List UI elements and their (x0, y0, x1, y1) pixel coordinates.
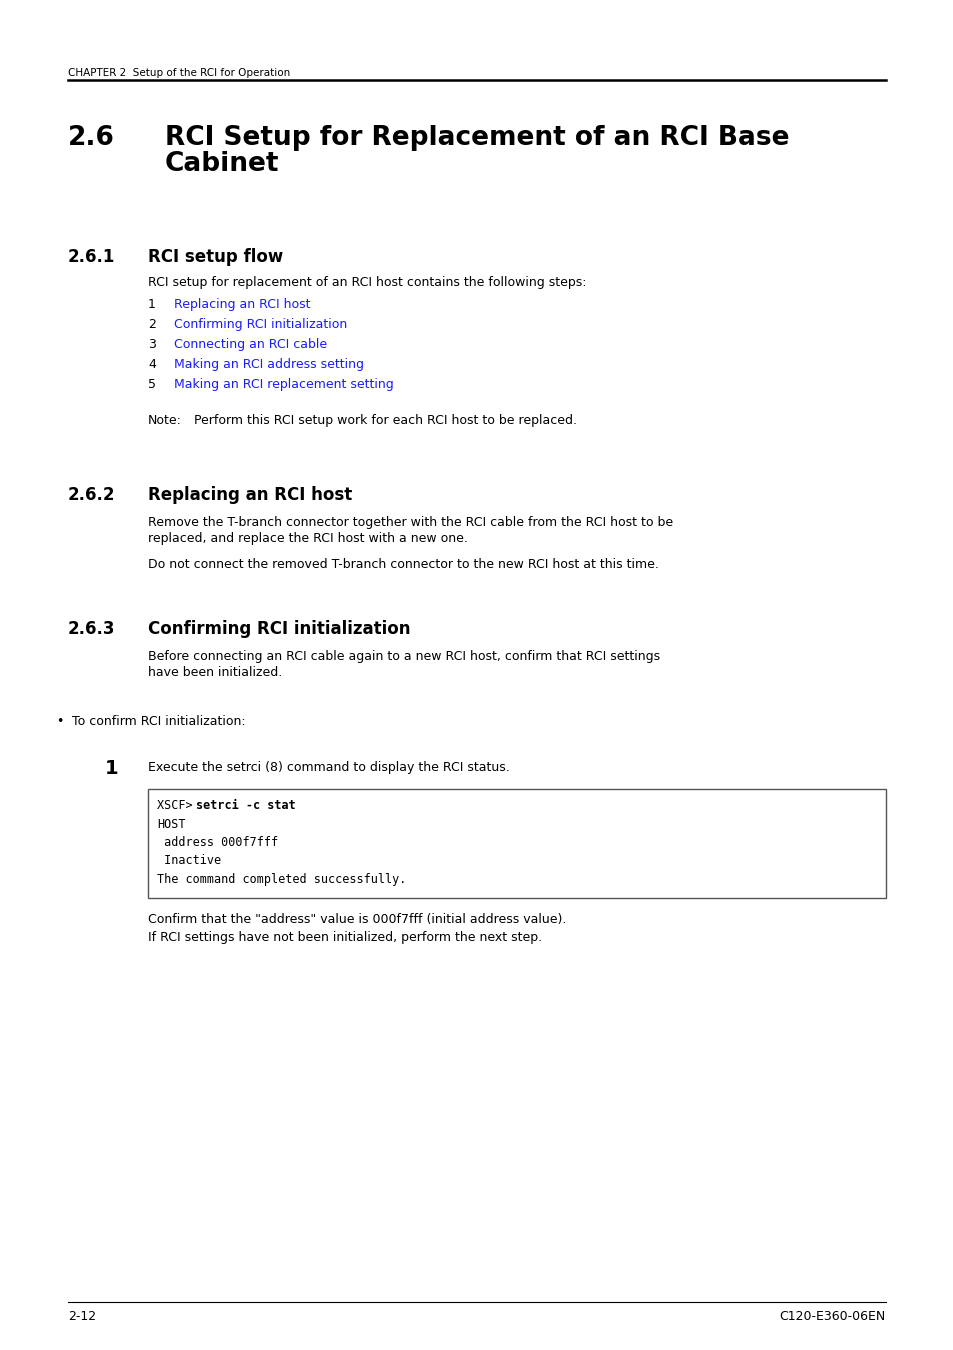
Text: Before connecting an RCI cable again to a new RCI host, confirm that RCI setting: Before connecting an RCI cable again to … (148, 649, 659, 663)
Text: XSCF>: XSCF> (157, 799, 199, 811)
Text: Making an RCI address setting: Making an RCI address setting (173, 358, 364, 371)
Text: RCI setup flow: RCI setup flow (148, 248, 283, 266)
Text: 3: 3 (148, 338, 155, 351)
Text: Note:: Note: (148, 414, 182, 427)
Text: 4: 4 (148, 358, 155, 371)
Text: RCI setup for replacement of an RCI host contains the following steps:: RCI setup for replacement of an RCI host… (148, 275, 586, 289)
Text: Remove the T-branch connector together with the RCI cable from the RCI host to b: Remove the T-branch connector together w… (148, 516, 673, 529)
Text: 2.6.1: 2.6.1 (68, 248, 115, 266)
Text: Inactive: Inactive (157, 855, 221, 868)
Text: Confirming RCI initialization: Confirming RCI initialization (173, 319, 347, 331)
Text: Making an RCI replacement setting: Making an RCI replacement setting (173, 378, 394, 392)
Text: Confirming RCI initialization: Confirming RCI initialization (148, 620, 410, 639)
Text: •: • (56, 716, 63, 728)
Text: setrci -c stat: setrci -c stat (195, 799, 295, 811)
Text: 2.6.3: 2.6.3 (68, 620, 115, 639)
Text: HOST: HOST (157, 818, 185, 830)
Text: 2-12: 2-12 (68, 1310, 96, 1323)
Text: 2.6.2: 2.6.2 (68, 486, 115, 504)
Text: 2: 2 (148, 319, 155, 331)
Text: To confirm RCI initialization:: To confirm RCI initialization: (71, 716, 245, 728)
Text: C120-E360-06EN: C120-E360-06EN (779, 1310, 885, 1323)
Text: If RCI settings have not been initialized, perform the next step.: If RCI settings have not been initialize… (148, 931, 541, 945)
Text: Execute the setrci (8) command to display the RCI status.: Execute the setrci (8) command to displa… (148, 761, 509, 774)
Text: 1: 1 (105, 759, 118, 778)
Text: CHAPTER 2  Setup of the RCI for Operation: CHAPTER 2 Setup of the RCI for Operation (68, 68, 290, 78)
Text: address 000f7fff: address 000f7fff (157, 836, 278, 849)
Text: RCI Setup for Replacement of an RCI Base: RCI Setup for Replacement of an RCI Base (165, 126, 789, 151)
Text: 2.6: 2.6 (68, 126, 114, 151)
Text: The command completed successfully.: The command completed successfully. (157, 873, 406, 886)
Text: Perform this RCI setup work for each RCI host to be replaced.: Perform this RCI setup work for each RCI… (193, 414, 577, 427)
Text: 5: 5 (148, 378, 156, 392)
FancyBboxPatch shape (148, 788, 885, 898)
Text: 1: 1 (148, 298, 155, 311)
Text: Replacing an RCI host: Replacing an RCI host (148, 486, 352, 504)
Text: Connecting an RCI cable: Connecting an RCI cable (173, 338, 327, 351)
Text: Do not connect the removed T-branch connector to the new RCI host at this time.: Do not connect the removed T-branch conn… (148, 558, 659, 571)
Text: Replacing an RCI host: Replacing an RCI host (173, 298, 310, 311)
Text: Cabinet: Cabinet (165, 151, 279, 177)
Text: have been initialized.: have been initialized. (148, 666, 282, 679)
Text: replaced, and replace the RCI host with a new one.: replaced, and replace the RCI host with … (148, 532, 467, 545)
Text: Confirm that the "address" value is 000f7fff (initial address value).: Confirm that the "address" value is 000f… (148, 914, 566, 926)
